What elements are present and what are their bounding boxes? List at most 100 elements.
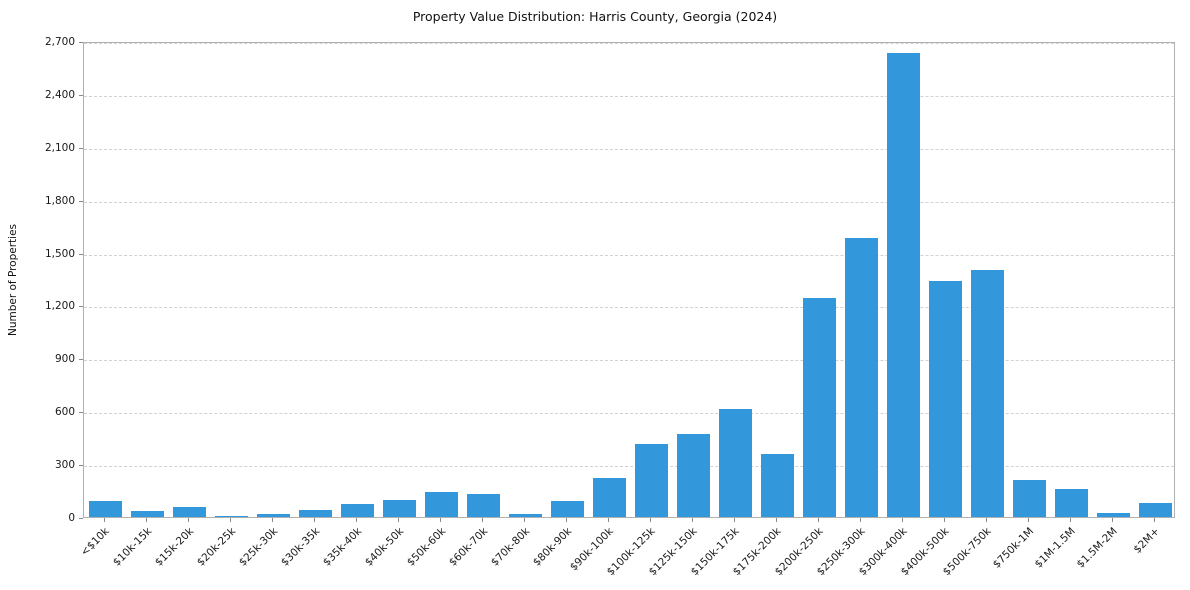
x-tick-mark: [188, 518, 189, 522]
x-tick-label: $10k-15k: [110, 525, 154, 569]
bar: [1055, 489, 1088, 517]
x-tick-mark: [272, 518, 273, 522]
x-tick-label: $25k-30k: [236, 525, 280, 569]
gridline: [84, 466, 1174, 468]
y-tick-label: 300: [54, 459, 75, 472]
bar: [173, 507, 206, 517]
bar: [89, 501, 122, 517]
x-tick-label: $40k-50k: [362, 525, 406, 569]
bar: [425, 492, 458, 517]
y-tick-label: 1,200: [44, 300, 75, 313]
y-tick-label: 2,700: [44, 36, 75, 48]
bar: [509, 514, 542, 517]
y-tick-label: 600: [54, 406, 75, 419]
bar: [971, 270, 1004, 517]
plot-area: [83, 42, 1175, 518]
x-tick-mark: [986, 518, 987, 522]
x-tick-label: <$10k: [78, 525, 112, 559]
y-tick-label: 2,400: [44, 88, 75, 101]
x-tick-label: $750k-1M: [990, 525, 1036, 571]
x-tick-label: $2M+: [1131, 525, 1162, 556]
bar: [131, 511, 164, 517]
bar: [719, 409, 752, 517]
x-tick-label: $50k-60k: [404, 525, 448, 569]
x-tick-label: $60k-70k: [446, 525, 490, 569]
x-tick-mark: [608, 518, 609, 522]
gridline: [84, 148, 1174, 150]
gridline: [84, 95, 1174, 97]
y-tick-mark: [79, 94, 83, 96]
bar: [215, 516, 248, 517]
gridline: [84, 254, 1174, 256]
y-tick-mark: [79, 200, 83, 202]
bar: [593, 478, 626, 517]
bar: [1013, 480, 1046, 517]
x-tick-mark: [818, 518, 819, 522]
x-tick-label: $15k-20k: [152, 525, 196, 569]
bar: [845, 238, 878, 517]
y-tick-mark: [79, 465, 83, 467]
x-tick-label: $1.5M-2M: [1074, 525, 1120, 571]
x-tick-mark: [776, 518, 777, 522]
x-tick-label: $30k-35k: [278, 525, 322, 569]
x-tick-mark: [1028, 518, 1029, 522]
x-tick-mark: [1070, 518, 1071, 522]
gridline: [84, 201, 1174, 203]
x-tick-mark: [440, 518, 441, 522]
bar: [1097, 513, 1130, 517]
bar: [887, 53, 920, 517]
bar: [551, 501, 584, 517]
y-tick-label: 2,100: [44, 141, 75, 154]
y-tick-mark: [79, 42, 83, 43]
gridline: [84, 43, 1174, 44]
y-tick-label: 0: [68, 512, 75, 524]
x-tick-mark: [1112, 518, 1113, 522]
y-tick-mark: [79, 147, 83, 149]
bar: [635, 444, 668, 517]
y-tick-label: 1,500: [44, 247, 75, 260]
y-axis-label: Number of Properties: [7, 223, 19, 337]
x-tick-mark: [650, 518, 651, 522]
x-tick-mark: [104, 518, 105, 522]
chart-area: 0 300 600 900 1,200 1,500 1,800 2,100 2,400 2,700…: [45, 37, 1175, 578]
y-tick-label: 1,800: [44, 194, 75, 207]
bar: [803, 298, 836, 517]
bar: [1139, 503, 1172, 517]
x-tick-mark: [230, 518, 231, 522]
x-tick-mark: [356, 518, 357, 522]
x-tick-mark: [398, 518, 399, 522]
x-tick-mark: [482, 518, 483, 522]
x-tick-mark: [566, 518, 567, 522]
gridline: [84, 413, 1174, 415]
x-tick-label: $70k-80k: [488, 525, 532, 569]
bar: [383, 500, 416, 517]
y-tick-label: 900: [54, 353, 75, 366]
gridline: [84, 307, 1174, 309]
x-tick-mark: [734, 518, 735, 522]
bar: [257, 514, 290, 517]
x-tick-mark: [944, 518, 945, 522]
x-tick-mark: [1154, 518, 1155, 522]
x-tick-label: $35k-40k: [320, 525, 364, 569]
x-tick-label: $20k-25k: [194, 525, 238, 569]
x-tick-mark: [902, 518, 903, 522]
bar: [677, 434, 710, 517]
x-tick-mark: [692, 518, 693, 522]
x-tick-label: $80k-90k: [530, 525, 574, 569]
bar: [929, 281, 962, 517]
x-tick-mark: [146, 518, 147, 522]
y-tick-mark: [79, 518, 83, 519]
x-tick-mark: [860, 518, 861, 522]
bar: [299, 510, 332, 517]
x-tick-label: $1M-1.5M: [1032, 525, 1078, 571]
chart-title: Property Value Distribution: Harris Coun…: [412, 9, 778, 24]
y-tick-mark: [79, 253, 83, 255]
bar: [341, 504, 374, 517]
bar: [467, 494, 500, 517]
gridline: [84, 360, 1174, 362]
x-tick-mark: [314, 518, 315, 522]
y-tick-mark: [79, 412, 83, 414]
y-tick-mark: [79, 359, 83, 361]
x-tick-mark: [524, 518, 525, 522]
